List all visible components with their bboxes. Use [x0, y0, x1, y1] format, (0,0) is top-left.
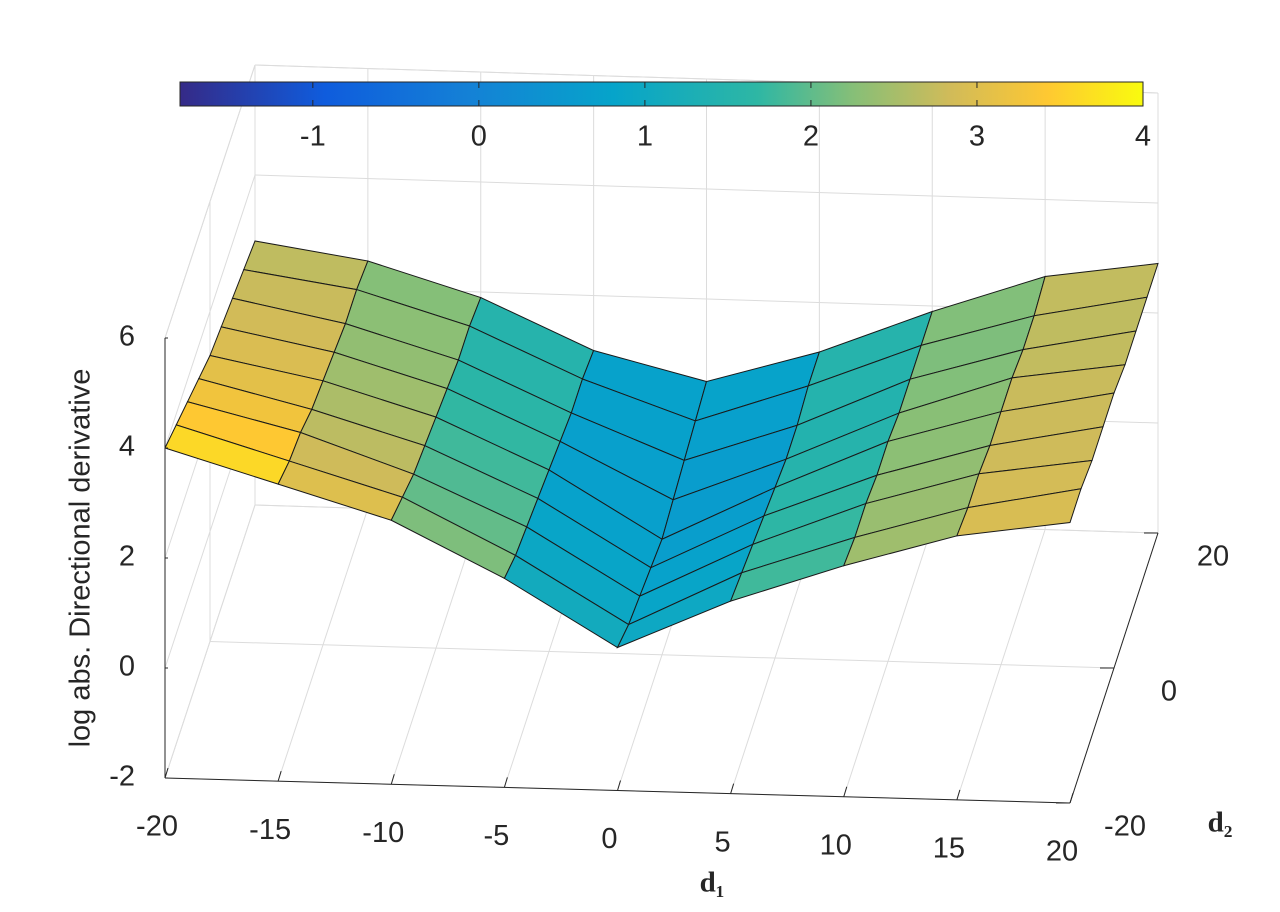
x-tick-label: -5	[483, 820, 509, 852]
z-tick-label: 2	[119, 541, 135, 573]
colorbar-tick-label: 0	[471, 121, 487, 153]
surface-patch	[956, 488, 1082, 537]
z-tick-label: 0	[119, 651, 135, 683]
x-tick-label: -10	[362, 817, 404, 849]
x-tick-label: -20	[136, 811, 178, 843]
tick-mark	[503, 777, 508, 788]
y-axis-label: d₂	[1208, 807, 1233, 839]
y-tick-label: 20	[1197, 541, 1229, 573]
grid-line	[254, 174, 1159, 204]
z-tick-label: 4	[119, 431, 135, 463]
x-tick-label: 20	[1046, 836, 1078, 868]
x-tick-label: 5	[715, 826, 731, 858]
axis-line	[1069, 532, 1159, 804]
tick-mark	[843, 786, 848, 797]
x-tick-label: -15	[249, 814, 291, 846]
z-tick-label: 6	[119, 321, 135, 353]
tick-mark	[277, 770, 282, 782]
colorbar	[179, 81, 1144, 107]
axis-line	[164, 777, 1071, 804]
colorbar-tick-label: 3	[969, 121, 985, 153]
x-tick-label: 0	[601, 823, 617, 855]
y-tick-label: -20	[1104, 811, 1146, 843]
colorbar-tick-label: 4	[1135, 121, 1151, 153]
y-tick-label: 0	[1161, 676, 1177, 708]
tick-mark	[617, 780, 621, 791]
z-tick-label: -2	[109, 761, 135, 793]
colorbar-tick-label: -1	[300, 121, 326, 153]
grid-line	[164, 174, 256, 449]
tick-mark	[956, 789, 961, 801]
tick-mark	[390, 774, 395, 785]
x-tick-label: 10	[820, 829, 852, 861]
grid-line	[164, 504, 256, 779]
x-axis-label: d₁	[700, 867, 725, 899]
z-axis-label: log abs. Directional derivative	[65, 369, 97, 748]
x-tick-label: 15	[933, 833, 965, 865]
surface	[164, 240, 1159, 649]
tick-mark	[730, 783, 735, 794]
grid-line	[209, 641, 1115, 669]
colorbar-tick-label: 1	[637, 121, 653, 153]
grid-line	[164, 64, 256, 339]
colorbar-tick-label: 2	[803, 121, 819, 153]
